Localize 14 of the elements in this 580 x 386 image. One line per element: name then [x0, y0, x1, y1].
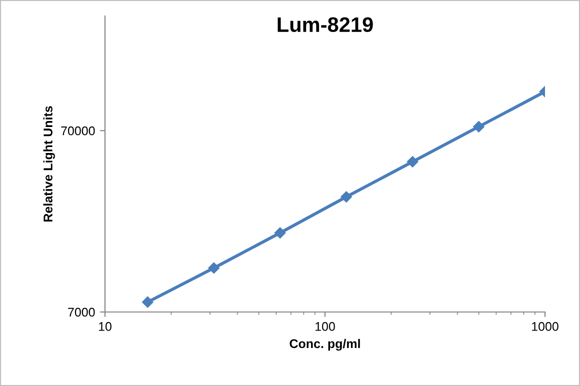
y-axis-title: Relative Light Units	[43, 106, 55, 222]
point	[208, 262, 220, 274]
point	[142, 296, 154, 308]
chart-title: Lum-8219	[278, 17, 373, 32]
point	[406, 156, 418, 168]
x-tick-label: 1000	[532, 322, 558, 331]
point	[473, 121, 484, 132]
x-axis-title: Conc. pg/ml	[290, 338, 360, 351]
y-tick-label: 7000	[68, 308, 95, 317]
x-tick-label: 10	[99, 322, 112, 331]
y-tick-label: 70000	[61, 126, 95, 136]
point	[340, 191, 352, 202]
x-tick-label: 100	[316, 322, 335, 331]
point	[274, 227, 286, 238]
